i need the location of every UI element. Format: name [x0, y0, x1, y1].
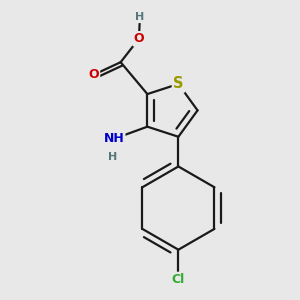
Text: O: O	[134, 32, 144, 45]
Text: H: H	[135, 12, 145, 22]
Text: O: O	[88, 68, 99, 81]
Text: Cl: Cl	[172, 273, 185, 286]
Text: H: H	[108, 152, 118, 162]
Text: NH: NH	[103, 132, 124, 146]
Text: S: S	[173, 76, 184, 92]
